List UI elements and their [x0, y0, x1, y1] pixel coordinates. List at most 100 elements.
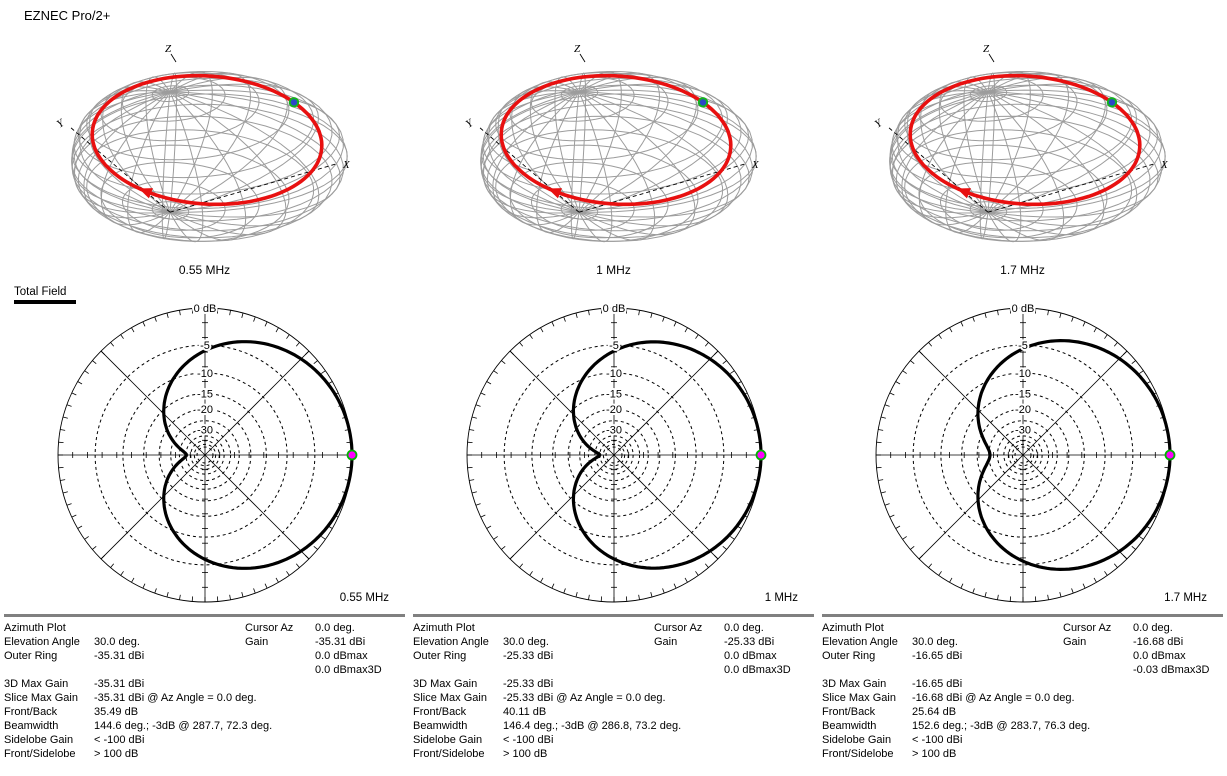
svg-text:-30: -30 — [1015, 424, 1031, 436]
table-cell-value: < -100 dBi — [912, 734, 963, 746]
table-row: Front/Back 40.11 dB — [413, 705, 814, 719]
table-cell-label — [654, 747, 724, 761]
table-cell-value: 0.0 dBmax3D — [315, 664, 382, 676]
table-cell-label: Azimuth Plot — [413, 622, 475, 634]
table-row: Elevation Angle 30.0 deg. Gain -25.33 dBi — [413, 635, 814, 649]
table-row: Beamwidth 146.4 deg.; -3dB @ 286.8, 73.2 … — [413, 719, 814, 733]
table-cell-value — [1133, 719, 1223, 733]
table-cell-value: -16.65 dBi — [912, 678, 963, 690]
table-cell-value: 30.0 deg. — [94, 636, 140, 648]
svg-text:-20: -20 — [197, 404, 213, 416]
table-row: 3D Max Gain -25.33 dBi — [413, 677, 814, 691]
svg-text:-15: -15 — [1015, 389, 1031, 401]
table-cell-label: Cursor Az — [654, 622, 703, 634]
azimuth-slice-ring — [908, 73, 1142, 207]
table-cell-label — [245, 649, 315, 663]
table-cell-label: Beamwidth — [413, 720, 468, 732]
plot-data-table: Azimuth Plot Cursor Az 0.0 deg. Elevation A… — [822, 614, 1223, 761]
azimuth-slice-ring — [499, 73, 733, 207]
table-cell-value: 25.64 dB — [912, 706, 957, 718]
outer-ring-label: 0 dB — [603, 303, 626, 315]
table-cell-label: Elevation Angle — [4, 636, 80, 648]
table-cell-label: 3D Max Gain — [4, 678, 69, 690]
polar-plot-svg[interactable]: 0 dB -5 -10 -15 -20 -30 — [50, 300, 360, 610]
table-row: Elevation Angle 30.0 deg. Gain -16.68 dBi — [822, 635, 1223, 649]
table-cell-label — [245, 719, 315, 733]
table-cell-value: 0.0 deg. — [315, 622, 355, 634]
ring-labels: 0 dB -5 -10 -15 -20 -30 — [1010, 301, 1037, 438]
table-cell-value — [1133, 677, 1223, 691]
pattern-3d-view[interactable]: Z Y X — [858, 30, 1188, 260]
y-axis-label: Y — [873, 116, 886, 130]
cursor-marker-polar[interactable] — [1164, 449, 1176, 461]
table-cell-value: -25.33 dBi — [503, 650, 554, 662]
polar-grid — [466, 307, 762, 603]
table-cell-label: 3D Max Gain — [822, 678, 887, 690]
table-cell-label: Slice Max Gain — [822, 692, 896, 704]
table-cell-value: < -100 dBi — [503, 734, 554, 746]
svg-text:-5: -5 — [609, 340, 619, 352]
polar-plot-svg[interactable]: 0 dB -5 -10 -15 -20 -30 — [868, 300, 1178, 610]
slice-direction-arrow — [547, 188, 562, 199]
wireframe-3d-svg[interactable]: Z Y X — [40, 30, 370, 260]
pattern-3d-view[interactable]: Z Y X — [449, 30, 779, 260]
pattern-wireframe — [889, 70, 1166, 243]
wireframe-3d-svg[interactable]: Z Y X — [858, 30, 1188, 260]
table-cell-label: Gain — [654, 636, 678, 648]
table-cell-label — [654, 733, 724, 747]
table-row: 0.0 dBmax3D — [4, 663, 405, 677]
table-cell-label: Front/Back — [822, 706, 876, 718]
table-cell-value — [724, 677, 814, 691]
pattern-wireframe — [71, 70, 348, 243]
pattern-wireframe — [480, 70, 757, 243]
table-row: Slice Max Gain -35.31 dBi @ Az Angle = 0.… — [4, 691, 405, 705]
table-cell-label: Slice Max Gain — [4, 692, 78, 704]
plot-column-2: Z Y X 1 MHz 0 dB -5 -10 -15 -20 -30 1 MHz Azimu… — [409, 0, 818, 776]
table-cell-label — [245, 733, 315, 747]
cursor-marker-3d[interactable] — [697, 97, 709, 108]
frequency-caption-polar: 0.55 MHz — [339, 592, 389, 604]
table-cell-value — [503, 663, 654, 677]
table-row: Front/Sidelobe > 100 dB — [822, 747, 1223, 761]
svg-text:-10: -10 — [197, 368, 213, 380]
table-row: Front/Back 35.49 dB — [4, 705, 405, 719]
x-axis-label: X — [1160, 159, 1169, 171]
table-cell-value: 0.0 dBmax — [724, 650, 777, 662]
table-cell-label: Sidelobe Gain — [822, 734, 892, 746]
frequency-caption-3d: 0.55 MHz — [178, 263, 231, 277]
azimuth-polar-plot[interactable]: 0 dB -5 -10 -15 -20 -30 — [459, 300, 769, 610]
pattern-curve — [162, 340, 354, 570]
pattern-3d-view[interactable]: Z Y X — [40, 30, 370, 260]
wireframe-3d-svg[interactable]: Z Y X — [449, 30, 779, 260]
table-cell-label: Outer Ring — [822, 650, 876, 662]
x-axis-label: X — [342, 159, 351, 171]
table-cell-label — [654, 677, 724, 691]
table-row: 0.0 dBmax3D — [413, 663, 814, 677]
svg-text:-30: -30 — [197, 424, 213, 436]
table-cell-label — [245, 705, 315, 719]
polar-plot-svg[interactable]: 0 dB -5 -10 -15 -20 -30 — [459, 300, 769, 610]
table-cell-value: 0.0 dBmax3D — [724, 664, 791, 676]
table-cell-value: -35.31 dBi — [315, 636, 366, 648]
table-cell-label: Front/Sidelobe — [822, 748, 894, 760]
table-cell-label — [1063, 733, 1133, 747]
cursor-marker-polar[interactable] — [755, 449, 767, 461]
cursor-marker-3d[interactable] — [1106, 97, 1118, 108]
table-row: Beamwidth 144.6 deg.; -3dB @ 287.7, 72.3 … — [4, 719, 405, 733]
azimuth-polar-plot[interactable]: 0 dB -5 -10 -15 -20 -30 — [868, 300, 1178, 610]
table-row: 3D Max Gain -35.31 dBi — [4, 677, 405, 691]
table-cell-label: 3D Max Gain — [413, 678, 478, 690]
table-cell-value — [724, 705, 814, 719]
table-cell-label — [1063, 747, 1133, 761]
table-row: 3D Max Gain -16.65 dBi — [822, 677, 1223, 691]
table-cell-label — [1063, 663, 1133, 677]
table-row: Beamwidth 152.6 deg.; -3dB @ 283.7, 76.3 … — [822, 719, 1223, 733]
table-row: Sidelobe Gain < -100 dBi — [4, 733, 405, 747]
azimuth-polar-plot[interactable]: 0 dB -5 -10 -15 -20 -30 — [50, 300, 360, 610]
z-axis-label: Z — [574, 43, 581, 55]
cursor-marker-3d[interactable] — [288, 97, 300, 108]
table-cell-value: 0.0 deg. — [724, 622, 764, 634]
table-row: Slice Max Gain -16.68 dBi @ Az Angle = 0.… — [822, 691, 1223, 705]
cursor-marker-polar[interactable] — [346, 449, 358, 461]
outer-ring-label: 0 dB — [194, 303, 217, 315]
